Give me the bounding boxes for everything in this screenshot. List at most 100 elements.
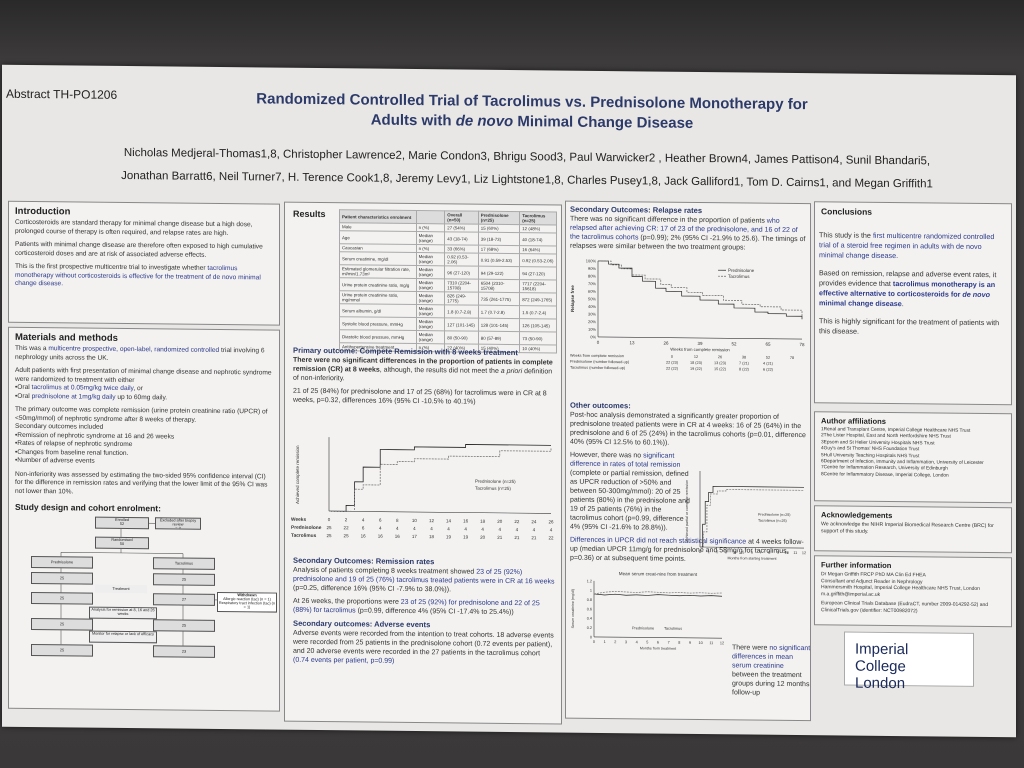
total-x-tick: 11 <box>793 551 797 555</box>
introduction-box: Introduction Corticosteroids are standar… <box>8 200 280 326</box>
creat-pred-line <box>593 593 723 597</box>
total-remission-chart: Achieved partial or complete remission 0 1… <box>685 470 806 561</box>
km-week-tick: 14 <box>446 518 452 523</box>
km-legend-tac: Tacrolimus (n=25) <box>475 486 511 491</box>
flow-pred-n1: 25 <box>31 571 93 585</box>
table-header-cell <box>416 210 445 224</box>
relapse-risk-cell: 78 <box>790 356 794 360</box>
relapse-x-tick: 26 <box>663 341 669 346</box>
other-p2-pre: However, there was no <box>570 451 644 460</box>
relapse-y-tick: 50% <box>588 296 596 301</box>
creat-x-tick: 7 <box>668 641 670 645</box>
secondary-remission-section: Secondary Outcomes: Remission rates Anal… <box>289 553 559 672</box>
relapse-y-tick: 40% <box>588 304 596 309</box>
creat-x-tick: 8 <box>678 641 680 645</box>
creat-x-tick: 11 <box>709 641 713 645</box>
authors: Nicholas Medjeral-Thomas1,8, Christopher… <box>52 141 1002 197</box>
relapse-risk-cell: 26 <box>718 355 722 359</box>
table-cell: 1.5 (0.7-2.4) <box>519 305 557 319</box>
km-week-tick: 6 <box>379 518 382 523</box>
total-x-tick: 1 <box>708 550 710 554</box>
creat-x-tick: 6 <box>657 641 659 645</box>
acknowledgements-heading: Acknowledgements <box>821 510 893 521</box>
total-x-label: Months from starting treatment <box>728 556 777 561</box>
km-tac-risk: 19 <box>463 535 469 540</box>
flow-monitor: Monitor for relapse or lack of efficacy <box>89 630 157 644</box>
table-cell: Median (range) <box>416 330 445 344</box>
affiliation-item: 8Centre for Inflammatory Disease, Imperi… <box>821 472 949 479</box>
creat-y-tick: 0.2 <box>587 626 592 630</box>
table-cell: 826 (249-1775) <box>444 291 479 306</box>
creat-x-label: Months from treatment <box>640 646 676 650</box>
km-pred-risk: 4 <box>447 526 450 531</box>
creat-note-post: between the treatment groups during 12 m… <box>732 671 810 697</box>
creat-x-tick: 12 <box>720 641 724 645</box>
creatinine-chart: Mean serum creat-nine from treatment 1.2 1… <box>571 571 724 651</box>
flow-enrolled-n: 52 <box>119 521 125 526</box>
table-cell: Median (range) <box>416 304 445 318</box>
km-week-tick: 12 <box>429 518 435 523</box>
relapse-x-tick: 0 <box>597 340 600 345</box>
km-pred-risk: 6 <box>362 525 365 530</box>
total-x-tick: 8 <box>768 551 770 555</box>
creat-y-tick: 1 <box>590 589 592 593</box>
km-week-tick: 10 <box>412 518 418 523</box>
creat-y-tick: 0 <box>590 635 592 639</box>
relapse-risk-label: Tacrolimus (number followed-up) <box>570 366 626 371</box>
flow-randomised-n: 50 <box>119 541 125 546</box>
relapse-y-tick: 100% <box>586 258 597 263</box>
table-cell: 0.92 (0.53-2.06) <box>519 253 557 267</box>
conclusions-heading: Conclusions <box>821 206 873 217</box>
table-cell: 127 (101-145) <box>444 317 479 332</box>
table-cell: Systolic blood pressure, mmHg <box>339 316 417 331</box>
km-tac-risk: 18 <box>429 534 435 539</box>
relapse-x-tick: 65 <box>765 342 771 347</box>
total-x-tick: 12 <box>802 551 806 555</box>
km-week-tick: 22 <box>514 519 520 524</box>
km-week-tick: 16 <box>463 519 469 524</box>
creat-note-pre: There were <box>732 644 770 652</box>
remission-p2-pre: At 26 weeks, the proportions were <box>293 597 401 606</box>
results-box: Results Patient characteristics enrolmen… <box>284 201 562 725</box>
table-cell: 126 (105-145) <box>519 318 557 332</box>
km-tac-line <box>329 448 552 512</box>
flow-tac: Tacrolimus <box>153 557 215 570</box>
table-header-cell: Overall (n=50) <box>444 210 479 225</box>
other-outcomes-section: Other outcomes: Post-hoc analysis demons… <box>566 398 810 697</box>
flow-tac-n1: 25 <box>153 573 215 586</box>
relapse-risk-cell: 18 (23) <box>690 361 703 365</box>
table-cell: 1.7 (0.7-2.8) <box>478 305 520 319</box>
km-tac-risk: 25 <box>344 533 350 538</box>
other-p1: Post-hoc analysis demonstrated a signifi… <box>570 411 806 447</box>
creat-x-axis <box>594 636 722 639</box>
km-pred-risk: 4 <box>430 526 433 531</box>
total-x-tick: 4 <box>734 550 736 554</box>
relapse-risk-cell: 8 (22) <box>739 367 750 371</box>
creat-x-tick: 5 <box>646 640 648 644</box>
relapse-x-axis <box>598 336 802 340</box>
table-cell: Median (range) <box>416 291 445 305</box>
logo-line-2: London <box>855 674 906 693</box>
total-y-label: Achieved partial or complete remission <box>685 480 689 542</box>
creat-y-label: Serum creatinine (mg/dl) <box>571 589 575 628</box>
conclusions-p2: Based on remission, relapse and adverse … <box>819 268 1007 310</box>
km-legend-pred: Prednisolone (n=25) <box>475 479 516 484</box>
relapse-risk-label: Weeks from complete remission <box>570 354 624 359</box>
conclusions-p1-pre: This study is the <box>819 230 873 240</box>
title-line-2-pre: Adults with <box>370 111 456 130</box>
relapse-p1-pre: There was no significant difference in t… <box>570 215 767 225</box>
km-tac-risk: 20 <box>480 535 486 540</box>
methods-b2-pre: •Oral <box>15 392 32 400</box>
primary-outcome-section: Primary outcome: Compete Remission with … <box>289 343 559 412</box>
relapse-y-label: Relapse free <box>570 285 575 312</box>
table-cell: 0.91 (0.59-2.53) <box>478 253 520 267</box>
flow-tac-n3: 25 <box>153 619 215 632</box>
relapse-y-tick: 70% <box>588 281 596 286</box>
relapse-x-tick: 13 <box>629 340 635 345</box>
table-cell: 39 (18-73) <box>478 232 520 246</box>
remission-p1: Analysis of patients completing 8 weeks … <box>293 566 555 596</box>
ae-p1: Adverse events were recorded from the in… <box>293 629 555 668</box>
remission-p2: At 26 weeks, the proportions were 23 of … <box>293 597 555 618</box>
relapse-y-tick: 20% <box>588 319 596 324</box>
creat-x-tick: 3 <box>625 640 627 644</box>
